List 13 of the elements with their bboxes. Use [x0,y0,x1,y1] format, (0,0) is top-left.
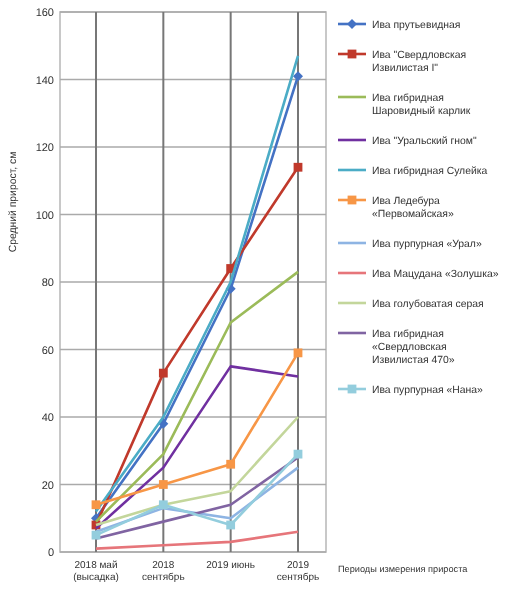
line-series [94,415,300,527]
point [226,459,236,469]
point [158,368,168,378]
point [293,449,303,459]
line-series [94,530,300,550]
point [91,530,101,540]
point [158,480,168,489]
point [91,500,101,510]
point [226,520,236,530]
point [293,348,303,358]
point [293,71,303,82]
point [158,500,168,510]
point [293,162,303,172]
